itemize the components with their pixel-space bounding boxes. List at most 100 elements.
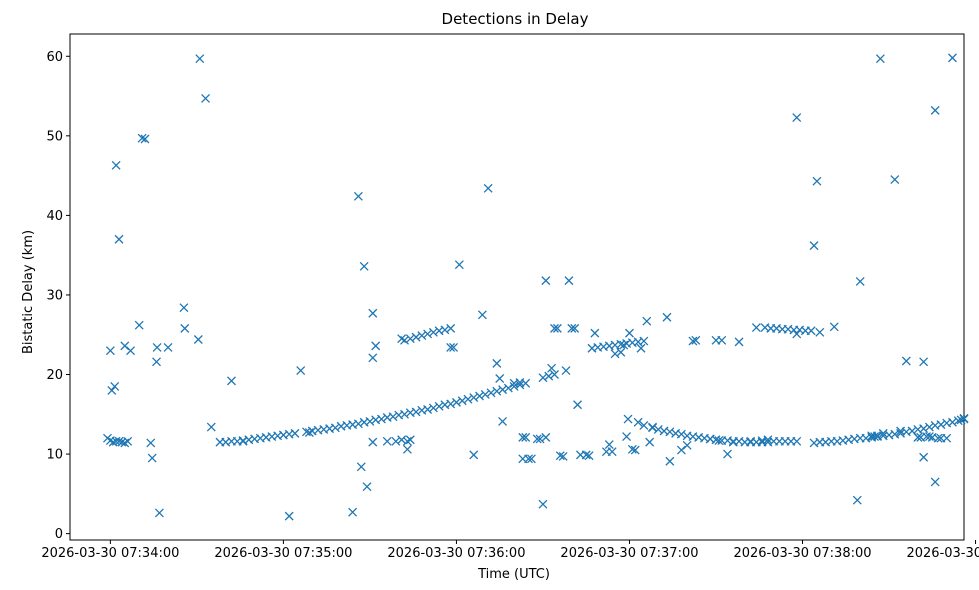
detection-point <box>492 358 502 368</box>
detection-point <box>469 450 479 460</box>
detection-point <box>665 427 675 437</box>
detection-point <box>627 444 637 454</box>
detection-point <box>636 343 646 353</box>
detection-point <box>691 335 701 345</box>
detection-point <box>376 414 386 424</box>
detection-point <box>901 356 911 366</box>
detection-point <box>625 328 634 338</box>
detection-point <box>619 340 629 350</box>
detection-point <box>792 113 802 122</box>
x-axis-label: Time (UTC) <box>477 567 550 582</box>
detection-point <box>495 374 505 383</box>
detection-point <box>930 477 940 487</box>
detection-point <box>348 507 358 517</box>
detection-point <box>535 434 545 444</box>
detection-point <box>137 133 147 143</box>
detection-point <box>809 241 819 251</box>
detection-point <box>152 343 162 352</box>
detection-point <box>428 327 438 337</box>
y-tick-label: 0 <box>55 527 63 542</box>
detection-point <box>417 331 427 340</box>
detection-point <box>362 482 372 492</box>
x-tick-label: 2026-03-30 07:35:00 <box>214 546 352 561</box>
detection-point <box>290 428 300 438</box>
detection-point <box>518 432 528 442</box>
detection-point <box>792 436 802 446</box>
detection-point <box>933 433 943 443</box>
y-tick-label: 20 <box>46 368 63 383</box>
detection-point <box>555 451 565 461</box>
detection-point <box>146 438 156 448</box>
y-tick-label: 10 <box>46 448 63 463</box>
detection-point <box>639 420 649 430</box>
detection-point <box>936 420 946 430</box>
detection-point <box>924 422 934 432</box>
detection-point <box>919 424 929 434</box>
detection-point <box>717 335 727 345</box>
detection-point <box>180 323 190 333</box>
detection-point <box>126 346 136 356</box>
detection-point <box>959 413 969 423</box>
detection-point <box>544 371 554 381</box>
detection-point <box>356 462 366 472</box>
chart-title: Detections in Delay <box>442 10 589 28</box>
detection-point <box>154 508 164 518</box>
detection-point <box>498 416 508 426</box>
detection-point <box>423 329 433 339</box>
detection-point <box>870 432 880 442</box>
detection-point <box>645 437 655 447</box>
detection-point <box>449 343 459 352</box>
y-tick-label: 60 <box>46 50 63 65</box>
detection-point <box>330 423 340 433</box>
detection-point <box>792 329 802 339</box>
detection-point <box>734 337 744 347</box>
detection-point <box>147 453 157 463</box>
detection-point <box>353 191 363 201</box>
detection-point <box>581 450 591 460</box>
detection-point <box>604 440 614 449</box>
detection-point <box>368 353 378 363</box>
detection-point <box>532 434 542 444</box>
detection-point <box>547 363 557 373</box>
detection-point <box>676 429 686 439</box>
detection-point <box>760 323 770 333</box>
detection-point <box>475 391 484 401</box>
detection-point <box>206 422 216 432</box>
detection-point <box>114 234 124 244</box>
detection-point <box>610 349 620 359</box>
detection-point <box>411 407 421 417</box>
detection-point <box>550 323 559 333</box>
detection-point <box>653 424 663 434</box>
detection-point <box>746 436 756 446</box>
detection-point <box>930 105 940 115</box>
detection-point <box>163 343 173 352</box>
x-tick-label: 2026-03-30 07:39:00 <box>906 546 979 561</box>
detection-point <box>515 380 525 390</box>
plot-area <box>69 33 965 541</box>
detection-point <box>590 328 600 338</box>
detection-point <box>107 385 117 395</box>
detection-point <box>607 447 617 457</box>
detection-point <box>538 499 548 509</box>
detection-point <box>526 454 536 464</box>
detection-point <box>875 54 885 64</box>
detection-point <box>454 260 464 270</box>
detection-point <box>477 310 487 320</box>
detection-point <box>896 426 906 436</box>
x-tick-label: 2026-03-30 07:37:00 <box>560 546 698 561</box>
detection-point <box>498 385 508 395</box>
detection-point <box>134 320 144 330</box>
detection-point <box>359 261 369 271</box>
detection-point <box>623 414 633 424</box>
detection-point <box>179 303 189 313</box>
detection-point <box>815 327 825 337</box>
detection-point <box>388 412 398 422</box>
detection-point <box>948 417 957 427</box>
detection-point <box>648 422 658 432</box>
detection-point <box>751 323 761 333</box>
y-axis: 0 10 20 30 40 50 60 <box>46 50 70 542</box>
detection-point <box>123 436 133 446</box>
x-tick-label: 2026-03-30 07:34:00 <box>41 546 179 561</box>
x-tick-label: 2026-03-30 07:38:00 <box>733 546 871 561</box>
